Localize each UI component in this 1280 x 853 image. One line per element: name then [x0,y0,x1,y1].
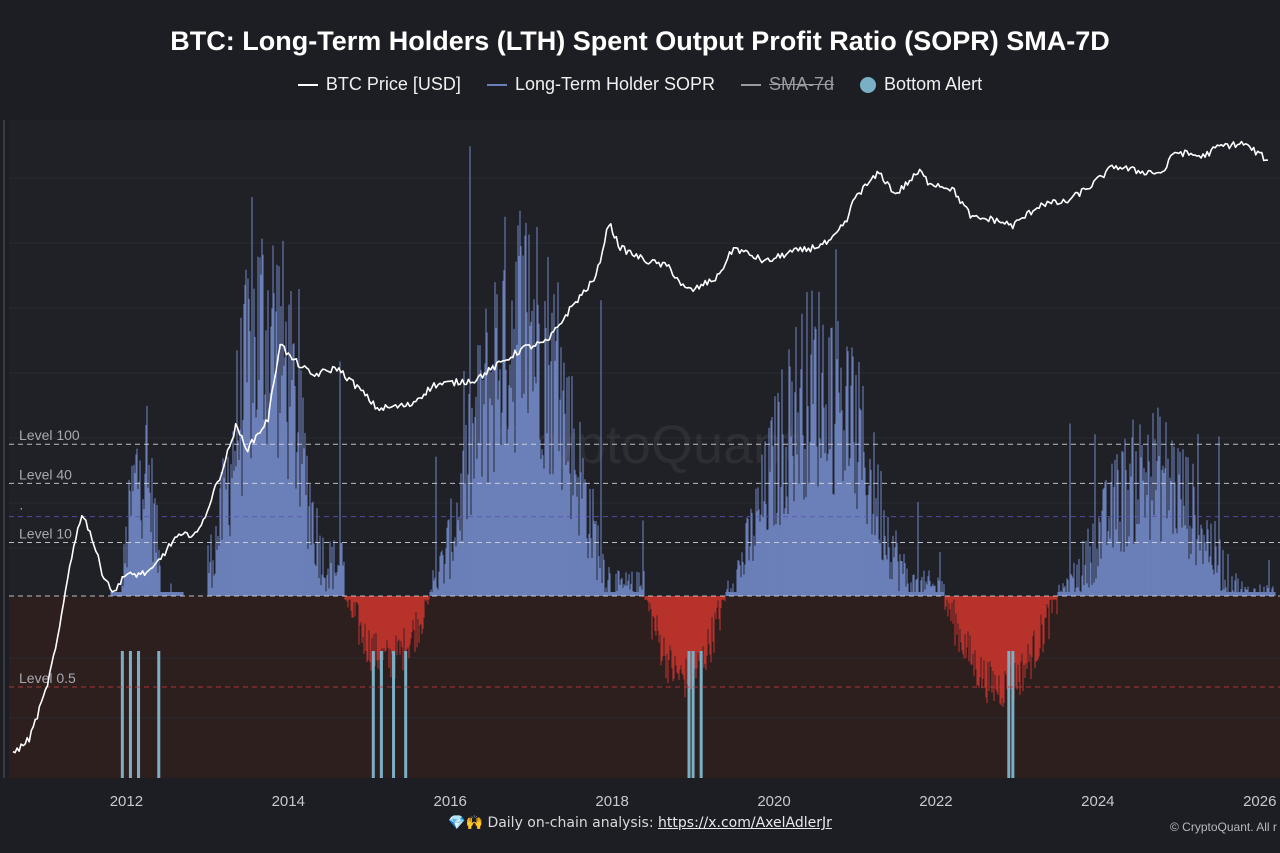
legend-label-lth-sopr: Long-Term Holder SOPR [514,74,716,94]
legend-label-btc-price: BTC Price [USD] [325,74,461,94]
x-tick-label: 2020 [757,793,790,810]
x-tick-label: 2024 [1081,793,1114,810]
btc-price-line [12,140,1268,754]
footer-text: Daily on-chain analysis: [487,815,654,831]
legend-swatch-bottom-alert [860,76,877,93]
x-tick-label: 2012 [110,793,143,810]
footer-emoji: 💎🙌 [448,815,483,831]
legend-swatch-lth-sopr [486,83,507,86]
x-tick-label: 2022 [919,793,952,810]
footer-link[interactable]: https://x.com/AxelAdlerJr [658,815,832,831]
copyright-text: © CryptoQuant. All r [1170,820,1277,834]
level-label: Level 10 [19,525,72,541]
x-tick-label: 2014 [272,793,305,810]
legend-item-lth-sopr[interactable]: Long-Term Holder SOPR [486,74,716,95]
legend-swatch-btc-price [297,83,318,86]
legend-item-sma-7d[interactable]: SMA-7d [741,74,834,95]
footer: 💎🙌 Daily on-chain analysis: https://x.co… [0,815,1280,831]
level-label: Level 100 [19,427,80,443]
legend-item-bottom-alert[interactable]: Bottom Alert [860,74,982,95]
chart-legend: BTC Price [USD] Long-Term Holder SOPR SM… [0,74,1280,95]
legend-item-btc-price[interactable]: BTC Price [USD] [297,74,461,95]
chart-title: BTC: Long-Term Holders (LTH) Spent Outpu… [170,26,1110,56]
level-label: Level 40 [19,466,72,482]
level-label: · [19,500,24,516]
legend-swatch-sma-7d [741,83,762,86]
level-label: Level 0.5 [19,670,76,686]
x-tick-label: 2026 [1243,793,1276,810]
legend-label-bottom-alert: Bottom Alert [884,74,983,94]
x-tick-label: 2016 [434,793,467,810]
legend-label-sma-7d: SMA-7d [769,74,835,94]
x-tick-label: 2018 [595,793,628,810]
